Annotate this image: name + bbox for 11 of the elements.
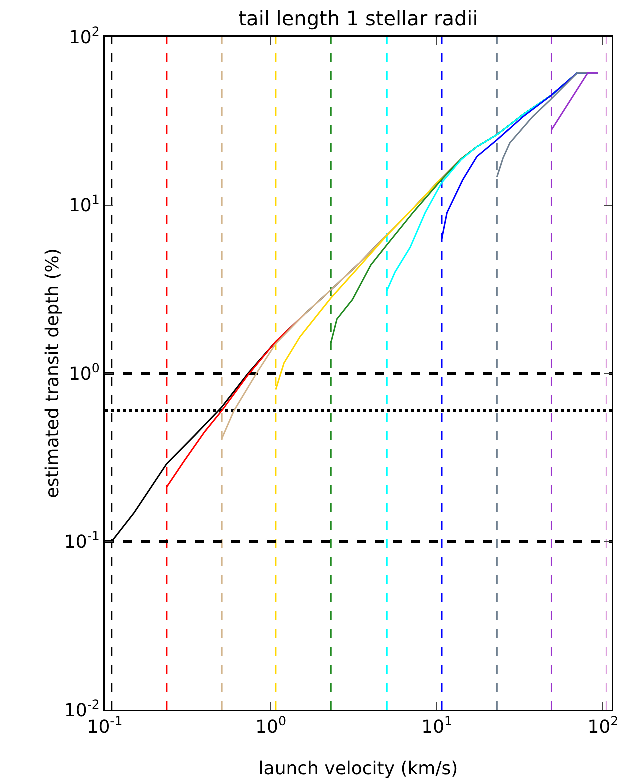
- x-tick-label: 10$^{-1}$: [87, 714, 123, 738]
- x-tick-label: 10$^{0}$: [256, 714, 287, 738]
- x-axis-title: launch velocity (km/s): [258, 758, 458, 780]
- y-tick-label: 10$^{-1}$: [64, 528, 100, 554]
- y-tick-label: 10$^{1}$: [68, 192, 100, 217]
- x-tick-label: 10$^{1}$: [422, 714, 453, 738]
- chart-title: tail length 1 stellar radii: [238, 6, 478, 31]
- x-tick-label: 10$^{2}$: [588, 714, 619, 738]
- y-axis-title: estimated transit depth (%): [42, 248, 64, 498]
- y-tick-label: 10$^{2}$: [68, 24, 100, 48]
- y-tick-label: 10$^{0}$: [68, 360, 100, 385]
